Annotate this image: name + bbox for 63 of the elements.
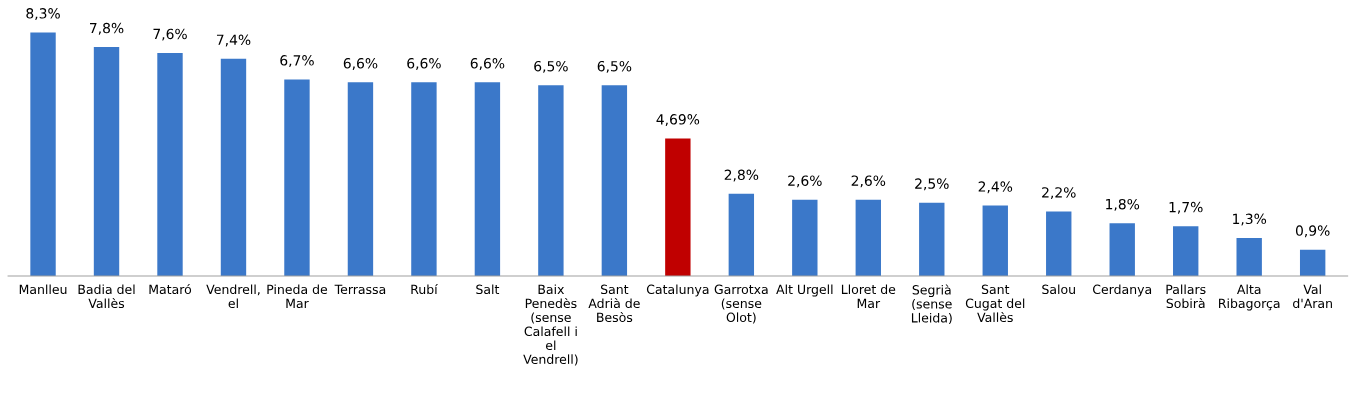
x-tick-label: Pallars Sobirà xyxy=(1166,284,1206,309)
bar xyxy=(220,58,247,277)
data-label: 7,8% xyxy=(90,22,124,35)
bar xyxy=(665,138,691,277)
bar xyxy=(93,47,120,277)
data-label: 7,6% xyxy=(153,28,187,41)
bar xyxy=(728,193,755,277)
x-tick-label: Mataró xyxy=(149,283,192,295)
data-label: 1,3% xyxy=(1233,213,1267,226)
data-label: 2,6% xyxy=(788,175,822,188)
bar xyxy=(792,199,818,277)
data-label: 6,5% xyxy=(597,60,632,73)
x-tick-label: Garrotxa (sense Olot) xyxy=(714,284,768,324)
bar xyxy=(1299,249,1326,277)
data-label: 2,4% xyxy=(978,181,1013,194)
x-tick-label: Segrià (sense Lleida) xyxy=(911,284,952,325)
data-label: 6,7% xyxy=(280,55,314,67)
data-label: 2,6% xyxy=(851,175,886,188)
bar xyxy=(157,52,183,277)
x-tick-label: Vendrell, el xyxy=(206,284,260,309)
x-tick-label: Baix Penedès (sense Calafell i el Vendrell) xyxy=(523,284,578,366)
x-tick-label: Badia del Vallès xyxy=(78,284,135,309)
data-label: 6,6% xyxy=(470,58,505,70)
data-label: 2,5% xyxy=(915,178,949,191)
bar xyxy=(538,85,564,277)
bar xyxy=(1109,223,1135,277)
data-label: 1,7% xyxy=(1169,201,1203,214)
bar xyxy=(30,32,56,277)
bar xyxy=(347,82,374,277)
bar xyxy=(411,82,437,277)
x-tick-label: Manlleu xyxy=(19,284,67,295)
data-label: 4,69% xyxy=(656,114,700,126)
data-label: 1,8% xyxy=(1106,198,1140,211)
bar xyxy=(1173,226,1199,277)
data-label: 6,5% xyxy=(534,60,568,73)
x-tick-label: Terrassa xyxy=(334,284,386,295)
data-label: 7,4% xyxy=(216,34,251,47)
x-tick-label: Sant Cugat del Vallès xyxy=(965,284,1025,323)
x-tick-label: Alt Urgell xyxy=(776,284,833,297)
data-label: 2,2% xyxy=(1042,187,1076,200)
x-tick-label: Rubí xyxy=(411,283,438,295)
data-label: 2,8% xyxy=(724,169,759,182)
bar xyxy=(919,202,945,277)
x-tick-label: Sant Adrià de Besòs xyxy=(588,284,640,323)
data-label: 6,6% xyxy=(407,58,441,70)
bar xyxy=(855,199,881,277)
bar xyxy=(284,79,310,277)
data-label: 8,3% xyxy=(26,8,60,21)
x-tick-label: Pineda de Mar xyxy=(267,284,328,309)
x-tick-label: Catalunya xyxy=(646,284,709,297)
data-label: 0,9% xyxy=(1295,225,1330,238)
bar xyxy=(474,82,501,277)
data-label: 6,6% xyxy=(343,58,378,70)
x-tick-label: Val d'Aran xyxy=(1293,284,1332,309)
bar xyxy=(1236,237,1262,277)
x-tick-label: Lloret de Mar xyxy=(841,284,896,309)
x-tick-label: Salt xyxy=(476,284,500,295)
x-tick-label: Salou xyxy=(1042,284,1075,295)
bar xyxy=(601,85,628,277)
bar xyxy=(1046,211,1072,277)
bar xyxy=(982,205,1008,277)
x-tick-label: Cerdanya xyxy=(1092,284,1152,297)
x-tick-label: Alta Ribagorça xyxy=(1219,284,1280,311)
